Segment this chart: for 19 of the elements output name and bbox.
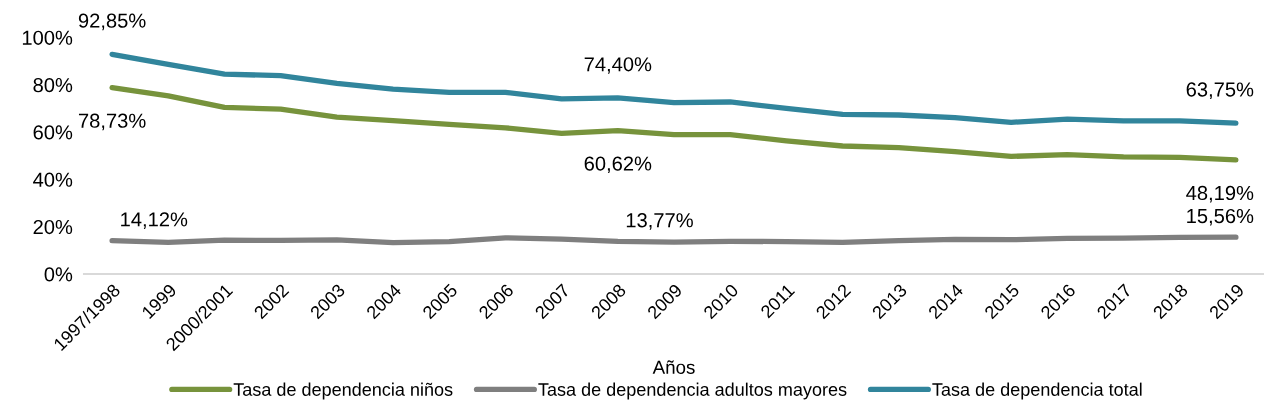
y-tick-label: 100%	[22, 30, 73, 45]
data-label: 13,77%	[626, 213, 693, 230]
data-label: 48,19%	[1186, 185, 1254, 203]
y-tick-label: 80%	[33, 77, 73, 93]
data-label: 74,40%	[584, 57, 652, 74]
y-tick-label: 0%	[44, 267, 73, 282]
y-tick-label: 20%	[33, 219, 73, 235]
legend-label: Tasa de dependencia total	[932, 382, 1142, 400]
legend-label: Tasa de dependencia niños	[233, 382, 453, 400]
x-axis-title: Años	[652, 360, 695, 374]
data-label: 15,56%	[1187, 208, 1254, 226]
data-label: 63,75%	[1186, 82, 1254, 100]
data-label: 14,12%	[121, 212, 188, 229]
y-tick-label: 40%	[33, 172, 73, 187]
data-label: 78,73%	[78, 113, 146, 131]
data-label: 92,85%	[78, 13, 146, 31]
legend-label: Tasa de dependencia adultos mayores	[538, 382, 847, 400]
data-label: 60,62%	[584, 156, 652, 174]
y-tick-label: 60%	[33, 125, 73, 140]
